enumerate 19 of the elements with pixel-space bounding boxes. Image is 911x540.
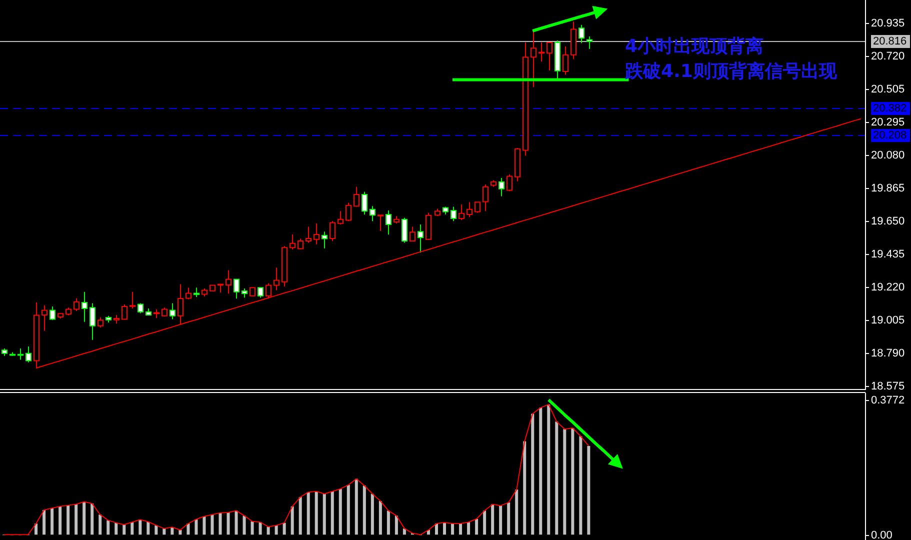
ref-line-label: 20.208	[873, 130, 907, 142]
y-tick-label: 19.865	[871, 182, 905, 194]
ref-line-label: 20.816	[873, 36, 907, 48]
y-tick-label: 19.005	[871, 314, 905, 326]
y-tick-label: 18.575	[871, 380, 905, 392]
ref-line-label: 20.382	[873, 102, 907, 114]
y-tick-label: 19.435	[871, 248, 905, 260]
y-tick-label: 20.295	[871, 116, 905, 128]
annotation: 4小时出现顶背离	[625, 36, 764, 57]
y-tick-label: 18.790	[871, 348, 905, 360]
y-tick-label: 0.3772	[871, 394, 905, 406]
y-tick-label: 0.00	[871, 530, 892, 540]
y-tick-label: 20.720	[871, 50, 905, 62]
y-tick-label: 20.080	[871, 150, 905, 162]
y-tick-label: 19.650	[871, 216, 905, 228]
annotation: 跌破4.1则顶背离信号出现	[624, 61, 838, 82]
y-tick-label: 20.505	[871, 84, 905, 96]
y-tick-label: 20.935	[871, 18, 905, 30]
y-tick-label: 19.220	[871, 282, 905, 294]
